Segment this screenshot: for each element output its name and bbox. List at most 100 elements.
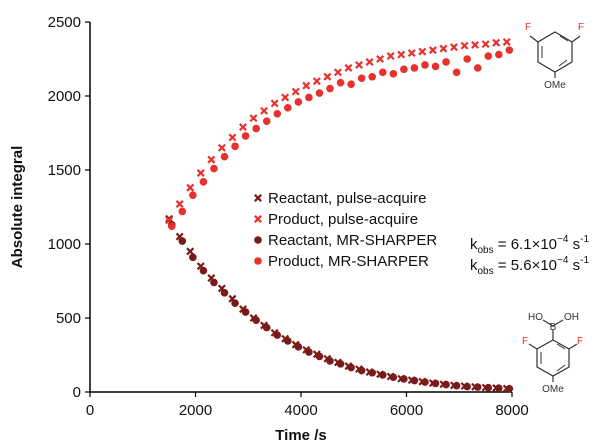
data-point [262,323,271,332]
top-f-right-label: F [578,22,584,33]
top-f-left-label: F [525,22,531,33]
data-point [378,68,387,77]
top-ome-label: OMe [544,80,566,91]
data-point [421,61,429,69]
rate-constant-annotations: kobs = 6.1×10−4 s-1 kobs = 5.6×10−4 s-1 [470,234,589,277]
data-point [421,378,429,386]
data-point [505,46,514,54]
legend-marker [254,194,262,202]
data-point [365,57,374,66]
data-point [178,207,187,216]
axes [89,22,512,393]
data-point [220,289,229,297]
x-tick-label: 0 [86,402,94,419]
data-point [262,117,271,125]
kobs-mr-sharper: kobs = 5.6×10−4 s-1 [470,255,589,277]
data-point [284,104,292,112]
data-point [231,142,239,151]
data-point [400,375,408,383]
data-point [315,352,324,361]
data-point [241,308,250,316]
data-point [410,376,419,385]
data-point [199,266,208,275]
product-structure: F F OMe [525,22,584,91]
data-point [336,78,345,87]
data-point [231,299,239,308]
data-point [471,40,480,49]
data-point [473,64,482,72]
series-3 [167,46,514,231]
series-2 [167,220,514,393]
series-1 [165,38,511,225]
data-point [452,381,461,390]
legend-marker [254,215,262,223]
data-point [228,133,237,142]
data-point [178,237,187,245]
data-point [333,68,342,77]
ticks: 0 2000 4000 6000 8000 0 500 1000 1500 2000 2500 [48,14,529,419]
data-point [431,62,440,71]
legend-marker [254,257,262,265]
data-point [217,143,226,152]
data-point [368,368,377,377]
data-point [378,371,387,379]
data-point [305,348,313,356]
reactant-structure: HO B OH F F OMe [522,312,583,395]
y-axis-title: Absolute integral [9,146,26,269]
data-point [484,52,493,60]
data-point [389,373,398,382]
x-tick-label: 2000 [179,402,212,419]
data-point [252,316,260,325]
data-point [189,253,197,262]
data-point [175,200,184,209]
data-point [400,65,408,74]
data-point [428,46,437,55]
data-point [312,77,321,86]
data-point [294,98,303,106]
data-point [442,380,450,389]
data-point [410,64,419,72]
y-tick-label: 500 [56,310,81,327]
data-point [473,383,482,391]
data-point [238,123,247,132]
data-point [260,106,269,115]
x-tick-label: 8000 [495,402,528,419]
legend-label: Reactant, pulse-acquire [268,190,426,207]
data-point [284,337,292,345]
data-point [326,357,334,365]
data-point [294,343,303,351]
x-tick-label: 4000 [284,402,317,419]
y-tick-label: 1500 [48,162,81,179]
data-point [442,58,450,66]
data-point [186,247,195,256]
legend-label: Product, MR-SHARPER [268,253,429,270]
data-point [302,81,311,90]
legend: Reactant, pulse-acquire Product, pulse-ac… [254,190,437,270]
data-point [505,384,514,393]
data-point [186,183,195,192]
data-point [376,55,385,63]
data-point [463,382,471,391]
data-point [431,379,440,388]
y-tick-label: 2000 [48,88,81,105]
data-point [315,89,324,97]
data-point [326,84,334,93]
data-point [273,331,282,339]
kobs-pulse-acquire: kobs = 6.1×10−4 s-1 [470,234,589,256]
data-point [439,44,448,53]
data-point [357,366,366,375]
data-point [347,363,355,372]
data-point [344,63,353,72]
data-point [492,38,501,47]
x-axis-title: Time /s [275,427,326,444]
data-point [368,72,377,81]
data-point [484,383,493,392]
data-point [336,360,345,368]
bottom-f-left-label: F [522,336,528,347]
y-tick-label: 0 [73,384,81,401]
data-point [397,50,406,59]
y-tick-label: 1000 [48,236,81,253]
data-point [463,55,471,63]
legend-label: Product, pulse-acquire [268,211,418,228]
data-point [249,114,258,123]
